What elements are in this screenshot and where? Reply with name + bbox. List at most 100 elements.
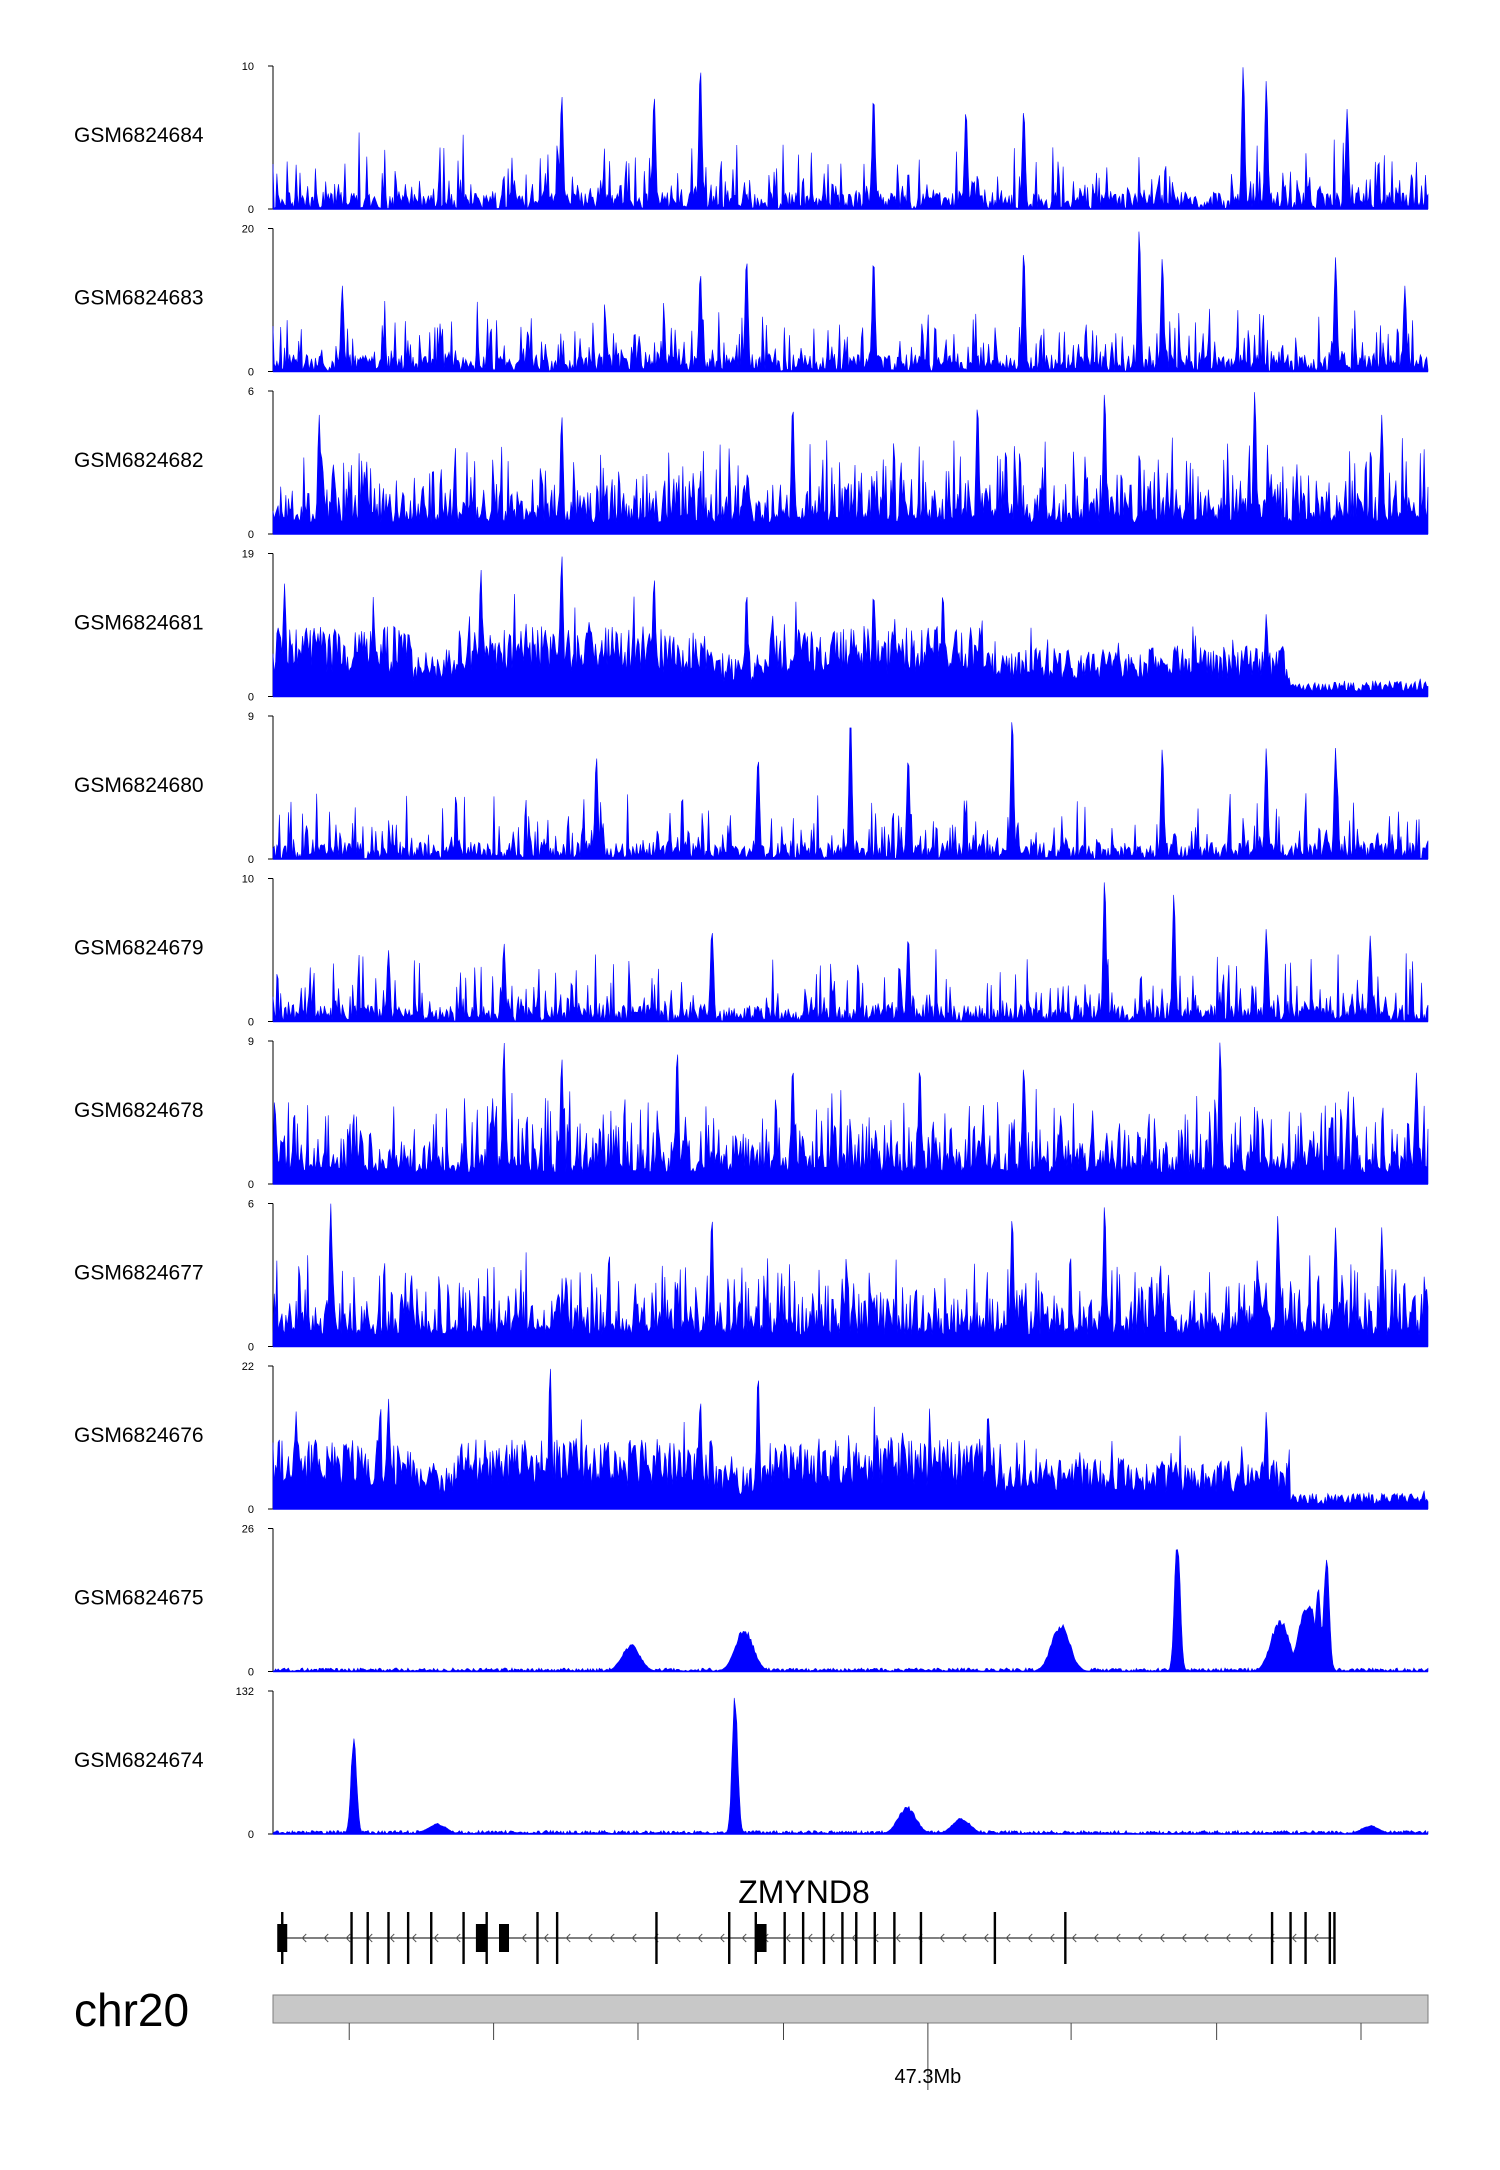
track-GSM6824675: GSM6824675 26 0 (74, 1524, 1429, 1679)
strand-arrow (1005, 1933, 1011, 1943)
y-axis-min-label: 0 (248, 204, 254, 216)
strand-arrow (411, 1933, 417, 1943)
y-axis-min-label: 0 (248, 1342, 254, 1354)
strand-arrow (895, 1933, 901, 1943)
y-axis-min-label: 0 (248, 1179, 254, 1191)
track-label: GSM6824678 (74, 1099, 204, 1122)
exon-mark (822, 1912, 826, 1964)
strand-arrow (851, 1933, 857, 1943)
y-axis-max-label: 10 (242, 874, 254, 886)
track-label: GSM6824680 (74, 774, 204, 797)
genomic-position-label: 47.3Mb (895, 2066, 962, 2088)
strand-arrow (301, 1933, 307, 1943)
y-axis-max-label: 6 (248, 1199, 254, 1211)
y-axis-max-label: 20 (242, 224, 254, 236)
exon-mark (462, 1912, 465, 1964)
y-axis-min-label: 0 (248, 367, 254, 379)
genomic-axis-ticks (348, 2023, 1362, 2090)
track-label: GSM6824674 (74, 1749, 204, 1772)
track-label: GSM6824677 (74, 1262, 204, 1285)
y-axis-min-label: 0 (248, 529, 254, 541)
exon-mark (350, 1912, 353, 1964)
chromosome-axis-panel: chr20 47.3Mb (74, 1984, 1429, 2090)
strand-arrow (1049, 1933, 1055, 1943)
track-GSM6824680: GSM6824680 9 0 (74, 711, 1429, 866)
strand-arrow (609, 1933, 615, 1943)
y-axis-min-label: 0 (248, 1504, 254, 1516)
strand-arrow (939, 1933, 945, 1943)
coverage-area (272, 67, 1429, 210)
coverage-area (272, 392, 1429, 535)
strand-arrow (961, 1933, 967, 1943)
track-GSM6824677: GSM6824677 6 0 (74, 1199, 1429, 1354)
strand-arrow (807, 1933, 813, 1943)
gene-structure (277, 1912, 1336, 1964)
exon-mark (893, 1912, 896, 1964)
exon-mark (855, 1912, 858, 1964)
strand-arrow (1093, 1933, 1099, 1943)
coverage-area (272, 1042, 1429, 1185)
track-label: GSM6824681 (74, 612, 204, 635)
chromosome-bar (272, 1994, 1429, 2024)
exon-mark (406, 1912, 410, 1964)
strand-arrow (741, 1933, 747, 1943)
y-axis-max-label: 9 (248, 1036, 254, 1048)
exon-mark (387, 1912, 390, 1964)
strand-arrow (697, 1933, 703, 1943)
exon-mark (919, 1912, 923, 1964)
strand-arrow (785, 1933, 791, 1943)
y-axis-max-label: 9 (248, 711, 254, 723)
strand-arrow (1027, 1933, 1033, 1943)
track-GSM6824676: GSM6824676 22 0 (74, 1361, 1429, 1516)
strand-arrow (1137, 1933, 1143, 1943)
strand-arrow (1225, 1933, 1231, 1943)
utr-exon-block (756, 1924, 767, 1952)
y-axis-max-label: 19 (242, 549, 254, 561)
strand-arrow (1291, 1933, 1297, 1943)
coverage-area (272, 556, 1429, 697)
track-GSM6824681: GSM6824681 19 0 (74, 549, 1429, 704)
strand-arrow (323, 1933, 329, 1943)
y-axis-max-label: 10 (242, 61, 254, 73)
track-label: GSM6824683 (74, 287, 204, 310)
exon-mark (728, 1912, 731, 1964)
track-label: GSM6824679 (74, 937, 204, 960)
track-GSM6824684: GSM6824684 10 0 (74, 61, 1429, 216)
y-axis-min-label: 0 (248, 692, 254, 704)
strand-arrow (675, 1933, 681, 1943)
exon-mark (783, 1912, 786, 1964)
gene-name-label: ZMYND8 (738, 1874, 870, 1910)
strand-arrow (1247, 1933, 1253, 1943)
track-GSM6824679: GSM6824679 10 0 (74, 874, 1429, 1029)
exon-mark (754, 1912, 757, 1964)
exon-mark (555, 1912, 559, 1964)
strand-arrow (543, 1933, 549, 1943)
strand-arrow (1115, 1933, 1121, 1943)
exon-mark (430, 1912, 433, 1964)
exon-mark (655, 1912, 658, 1964)
utr-exon-block (277, 1924, 288, 1952)
strand-arrow (1159, 1933, 1165, 1943)
strand-arrow (345, 1933, 351, 1943)
chromosome-label: chr20 (74, 1984, 189, 2036)
exon-mark (1064, 1912, 1067, 1964)
track-GSM6824678: GSM6824678 9 0 (74, 1036, 1429, 1191)
track-label: GSM6824684 (74, 124, 204, 147)
utr-exon-block (499, 1924, 509, 1952)
strand-arrow (1203, 1933, 1209, 1943)
exon-mark (1289, 1912, 1292, 1964)
strand-arrow (631, 1933, 637, 1943)
exon-mark (1333, 1912, 1336, 1964)
y-axis-max-label: 26 (242, 1524, 254, 1536)
strand-arrow (1071, 1933, 1077, 1943)
exon-mark (1328, 1912, 1332, 1964)
exon-mark (873, 1912, 876, 1964)
track-label: GSM6824682 (74, 449, 204, 472)
strand-arrow (1181, 1933, 1187, 1943)
exon-mark (993, 1912, 997, 1964)
coverage-area (272, 722, 1429, 861)
track-GSM6824682: GSM6824682 6 0 (74, 386, 1429, 541)
y-axis-max-label: 22 (242, 1361, 254, 1373)
exon-mark (366, 1912, 369, 1964)
strand-arrow (455, 1933, 461, 1943)
